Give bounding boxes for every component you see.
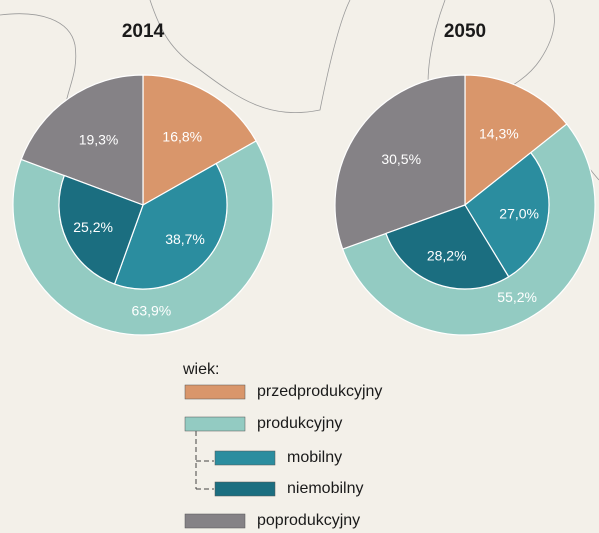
legend-label: mobilny [287, 449, 342, 466]
inner-slice [58, 174, 144, 285]
legend-swatch [184, 384, 246, 400]
value-label: 25,2% [73, 219, 113, 235]
pie-slice [20, 74, 144, 206]
legend-label: produkcyjny [257, 415, 342, 432]
value-label: 38,7% [165, 231, 205, 247]
inner-slice [464, 151, 550, 278]
value-label: 16,8% [162, 128, 202, 144]
chart-title: 2014 [122, 21, 165, 42]
value-label: 30,5% [381, 151, 421, 167]
value-label: 63,9% [132, 302, 172, 318]
value-label: 14,3% [479, 125, 519, 141]
value-label: 28,2% [427, 248, 467, 264]
pie-slice [464, 74, 568, 207]
inner-slice [385, 204, 510, 290]
value-label: 27,0% [499, 205, 539, 221]
legend-connector [195, 431, 214, 490]
legend-label: niemobilny [287, 480, 363, 497]
legend-swatch [214, 481, 276, 497]
legend-label: przedprodukcyjny [257, 383, 382, 400]
chart-title: 2050 [444, 21, 486, 42]
pie-slice [334, 74, 466, 250]
value-label: 19,3% [79, 132, 119, 148]
legend-swatch [184, 416, 246, 432]
inner-slice [113, 162, 228, 290]
legend-swatch [184, 513, 246, 529]
legend-title: wiek: [182, 361, 219, 378]
value-label: 55,2% [497, 289, 537, 305]
legend-swatch [214, 450, 276, 466]
pie-slice [142, 74, 257, 207]
legend-label: poprodukcyjny [257, 512, 360, 529]
